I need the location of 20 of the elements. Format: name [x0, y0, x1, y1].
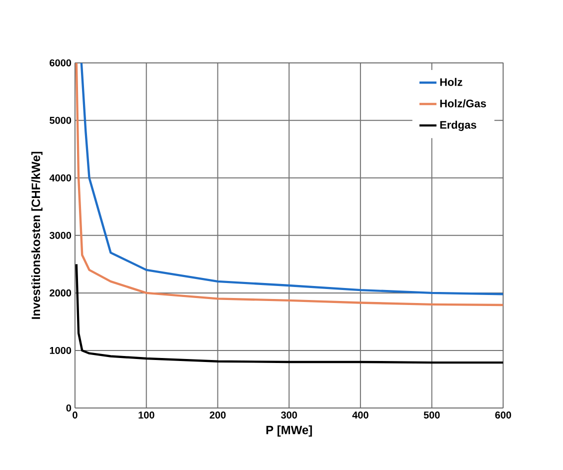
y-tick-label: 4000 — [49, 174, 72, 182]
x-tick-label: 200 — [210, 412, 226, 419]
x-tick-label: 400 — [352, 412, 368, 419]
line-series — [75, 263, 504, 364]
legend-label: Holz/Gas — [440, 99, 486, 108]
x-tick-label: 600 — [495, 412, 512, 419]
y-tick-label: 0 — [66, 404, 72, 412]
y-tick-label: 6000 — [50, 59, 72, 66]
x-tick-label: 100 — [138, 412, 154, 419]
y-tick-label: 3000 — [50, 232, 72, 239]
y-tick-label: 2000 — [50, 289, 72, 296]
y-axis-title: Investitionskosten [CHF/kWe] — [31, 152, 42, 319]
y-tick-label: 1000 — [50, 346, 72, 354]
x-axis-title: P [MWe] — [266, 425, 312, 437]
x-tick-label: 300 — [281, 412, 297, 419]
x-tick-label: 0 — [72, 412, 78, 419]
x-tick-label: 500 — [424, 412, 440, 419]
y-tick-label: 5000 — [50, 116, 72, 124]
legend-label: Erdgas — [440, 120, 476, 131]
legend-label: Holz — [440, 78, 462, 86]
